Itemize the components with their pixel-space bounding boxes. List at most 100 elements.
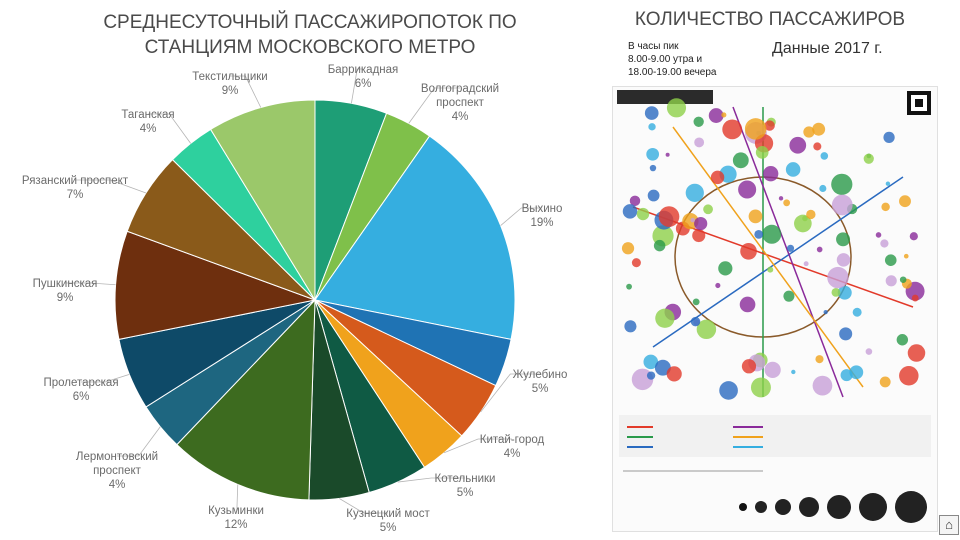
slice-label: Кузнецкий мост 5% [346, 508, 430, 534]
map-bubble [885, 181, 891, 186]
map-bubble [722, 119, 743, 140]
map-bubble [839, 327, 853, 341]
map-bubble [812, 122, 826, 136]
slice-label: Кузьминки 12% [208, 505, 264, 531]
map-bubble [655, 308, 675, 328]
pie-chart: Баррикадная 6% Волгоградский проспект 4% Выхи… [22, 64, 568, 534]
map-bubble [732, 152, 749, 169]
map-bubble [816, 246, 823, 253]
map-bubble [636, 207, 650, 221]
map-bubble [764, 120, 775, 131]
leader-line [408, 87, 460, 124]
slice-label: Котельники 5% [435, 473, 496, 499]
leader-line [480, 373, 540, 413]
leader-line [397, 477, 465, 483]
leader-line [117, 426, 161, 457]
map-bubble [903, 253, 909, 259]
map-bubble [899, 276, 907, 284]
map-bubble [802, 215, 808, 222]
home-icon[interactable]: ⌂ [939, 515, 959, 535]
map-bubble [783, 199, 791, 207]
map-bubble [879, 376, 891, 388]
pie-slice [176, 298, 316, 501]
map-bubble [880, 239, 889, 248]
map-bubble [708, 108, 724, 123]
map-bubble [911, 294, 919, 302]
map-bubble [710, 170, 725, 185]
map-bubble [875, 232, 882, 238]
map-bubble [785, 162, 801, 177]
map-bubble [820, 152, 829, 160]
map-bubble [815, 355, 824, 364]
map-bubble [803, 261, 809, 267]
map-bubble [819, 184, 827, 192]
map-bubble [896, 334, 909, 346]
map-bubble [883, 131, 895, 144]
map-bubble [718, 261, 733, 276]
pie-slice [114, 230, 317, 340]
map-bubble [748, 209, 763, 224]
right-title: КОЛИЧЕСТВО ПАССАЖИРОВ [634, 9, 906, 30]
map-bubble [885, 275, 897, 287]
map-bubble [715, 282, 721, 289]
map-bubble [740, 242, 757, 260]
map-bubble [840, 369, 853, 382]
map-bubble [629, 195, 641, 207]
map-bubble [789, 136, 807, 154]
map-bubble [739, 296, 756, 313]
map-bubble [694, 137, 705, 148]
leader-line [443, 438, 512, 454]
map-bubble [767, 266, 774, 273]
map-bubble [654, 359, 671, 376]
map-bubble [899, 366, 919, 386]
map-bubble [643, 354, 659, 370]
map-bubble [741, 359, 757, 374]
map-bubble [649, 164, 657, 172]
map-bubble [803, 126, 815, 138]
leader-line [65, 282, 116, 286]
map-bubble [831, 173, 853, 195]
leader-line [351, 68, 363, 104]
map-bubble [806, 209, 816, 220]
map-bubble [666, 98, 687, 118]
map-bubble [899, 195, 911, 208]
pie-slice [314, 135, 516, 340]
leader-line [339, 498, 388, 514]
map-bubble [831, 194, 853, 216]
map-bubble [719, 381, 738, 400]
map-bubble [692, 298, 700, 306]
map-bubble [763, 166, 779, 182]
map-bubble [852, 307, 862, 317]
map-bubble [646, 371, 656, 380]
map-bubble [863, 153, 874, 164]
map-bubble [837, 285, 852, 300]
leader-line [75, 179, 147, 194]
map-bubble [690, 316, 701, 327]
slice-label: Жулебино 5% [513, 369, 568, 395]
map-bubble [791, 369, 796, 375]
map-bubble [631, 258, 641, 268]
slice-label: Пролетарская 6% [43, 377, 118, 403]
map-bubble [626, 283, 632, 290]
map-bubble [690, 217, 696, 223]
map-bubble [666, 366, 682, 382]
map-bubble [648, 123, 656, 131]
slice-label: Китай-город 4% [480, 434, 545, 460]
map-bubble [812, 375, 833, 396]
map-bubble [823, 309, 828, 315]
map-bubble [692, 228, 706, 243]
map-bubble [778, 196, 784, 201]
map-bubble [827, 266, 849, 289]
map-bubble [646, 147, 660, 161]
map-bubble [694, 216, 708, 231]
map-bubble [907, 344, 926, 362]
leader-line [81, 374, 130, 383]
map-bubble [647, 189, 660, 202]
map-bubble [658, 206, 680, 227]
map-bubble [865, 348, 873, 355]
slice-label: Волгоградский проспект 4% [421, 83, 499, 123]
leader-line [230, 75, 262, 108]
slice-label: Лермонтовский проспект 4% [76, 451, 158, 491]
map-bubble [738, 180, 757, 199]
map-bubble [665, 152, 670, 157]
